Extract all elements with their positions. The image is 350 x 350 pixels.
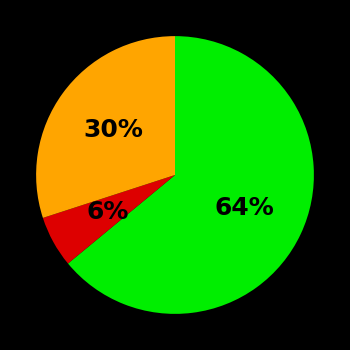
- Wedge shape: [36, 36, 175, 218]
- Text: 30%: 30%: [83, 118, 143, 142]
- Wedge shape: [43, 175, 175, 264]
- Text: 6%: 6%: [87, 200, 129, 224]
- Text: 64%: 64%: [214, 196, 274, 219]
- Wedge shape: [68, 36, 314, 314]
